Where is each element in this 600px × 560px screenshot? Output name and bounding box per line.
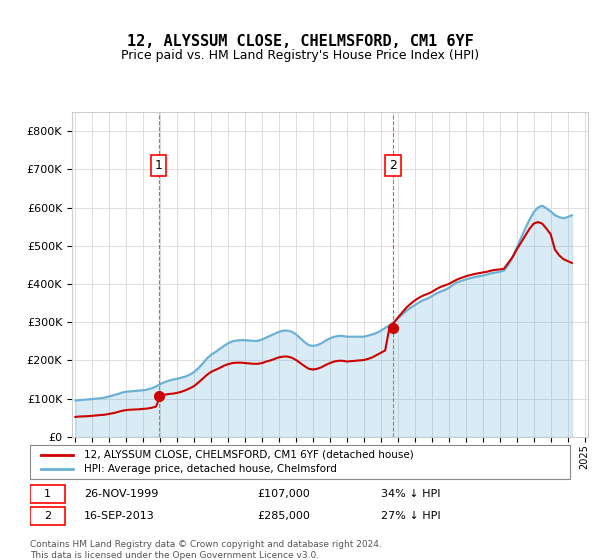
- Text: 16-SEP-2013: 16-SEP-2013: [84, 511, 155, 521]
- Text: 2: 2: [44, 511, 52, 521]
- Text: 2: 2: [389, 159, 397, 172]
- Text: HPI: Average price, detached house, Chelmsford: HPI: Average price, detached house, Chel…: [84, 464, 337, 474]
- Text: 27% ↓ HPI: 27% ↓ HPI: [381, 511, 440, 521]
- FancyBboxPatch shape: [30, 485, 65, 503]
- Text: £107,000: £107,000: [257, 489, 310, 499]
- Text: 12, ALYSSUM CLOSE, CHELMSFORD, CM1 6YF: 12, ALYSSUM CLOSE, CHELMSFORD, CM1 6YF: [127, 35, 473, 49]
- Text: 34% ↓ HPI: 34% ↓ HPI: [381, 489, 440, 499]
- Text: 1: 1: [44, 489, 52, 499]
- FancyBboxPatch shape: [30, 507, 65, 525]
- Text: Price paid vs. HM Land Registry's House Price Index (HPI): Price paid vs. HM Land Registry's House …: [121, 49, 479, 63]
- Text: 12, ALYSSUM CLOSE, CHELMSFORD, CM1 6YF (detached house): 12, ALYSSUM CLOSE, CHELMSFORD, CM1 6YF (…: [84, 450, 414, 460]
- Text: 26-NOV-1999: 26-NOV-1999: [84, 489, 158, 499]
- FancyBboxPatch shape: [30, 445, 570, 479]
- Text: Contains HM Land Registry data © Crown copyright and database right 2024.
This d: Contains HM Land Registry data © Crown c…: [30, 540, 382, 560]
- Text: 1: 1: [155, 159, 163, 172]
- Text: £285,000: £285,000: [257, 511, 310, 521]
